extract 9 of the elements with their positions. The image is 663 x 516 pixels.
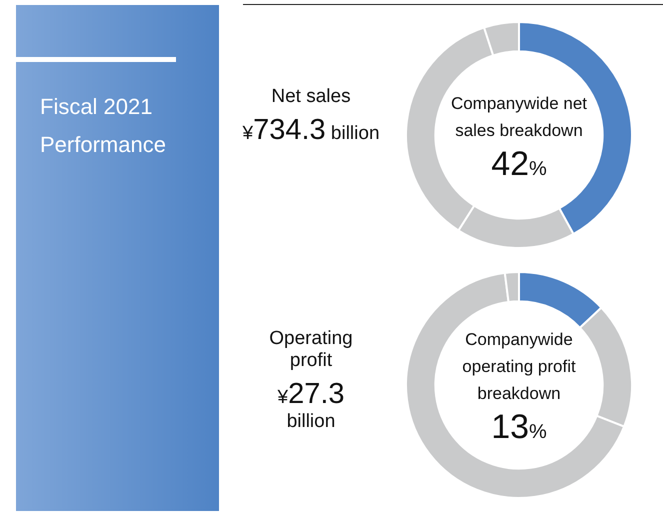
- text: 13%: [490, 407, 548, 448]
- text: Fiscal 2021 Performance: [40, 93, 167, 159]
- text: Net sales: [270, 86, 352, 108]
- text: ¥27.3 billion: [276, 378, 346, 433]
- text: Companywide operating profit breakdown: [461, 329, 577, 405]
- text: Operating profit: [268, 328, 354, 372]
- text: Companywide net sales breakdown: [450, 92, 588, 142]
- text: ¥734.3 billion: [241, 114, 381, 147]
- text: 42%: [490, 144, 548, 184]
